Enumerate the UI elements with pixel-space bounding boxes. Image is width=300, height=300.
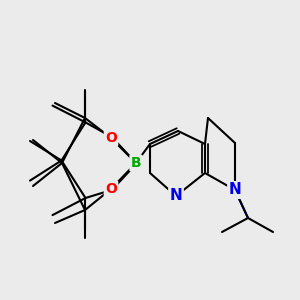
Text: B: B [131, 156, 141, 170]
Text: N: N [169, 188, 182, 203]
Text: N: N [229, 182, 242, 197]
Text: O: O [105, 182, 117, 196]
Text: O: O [105, 131, 117, 145]
